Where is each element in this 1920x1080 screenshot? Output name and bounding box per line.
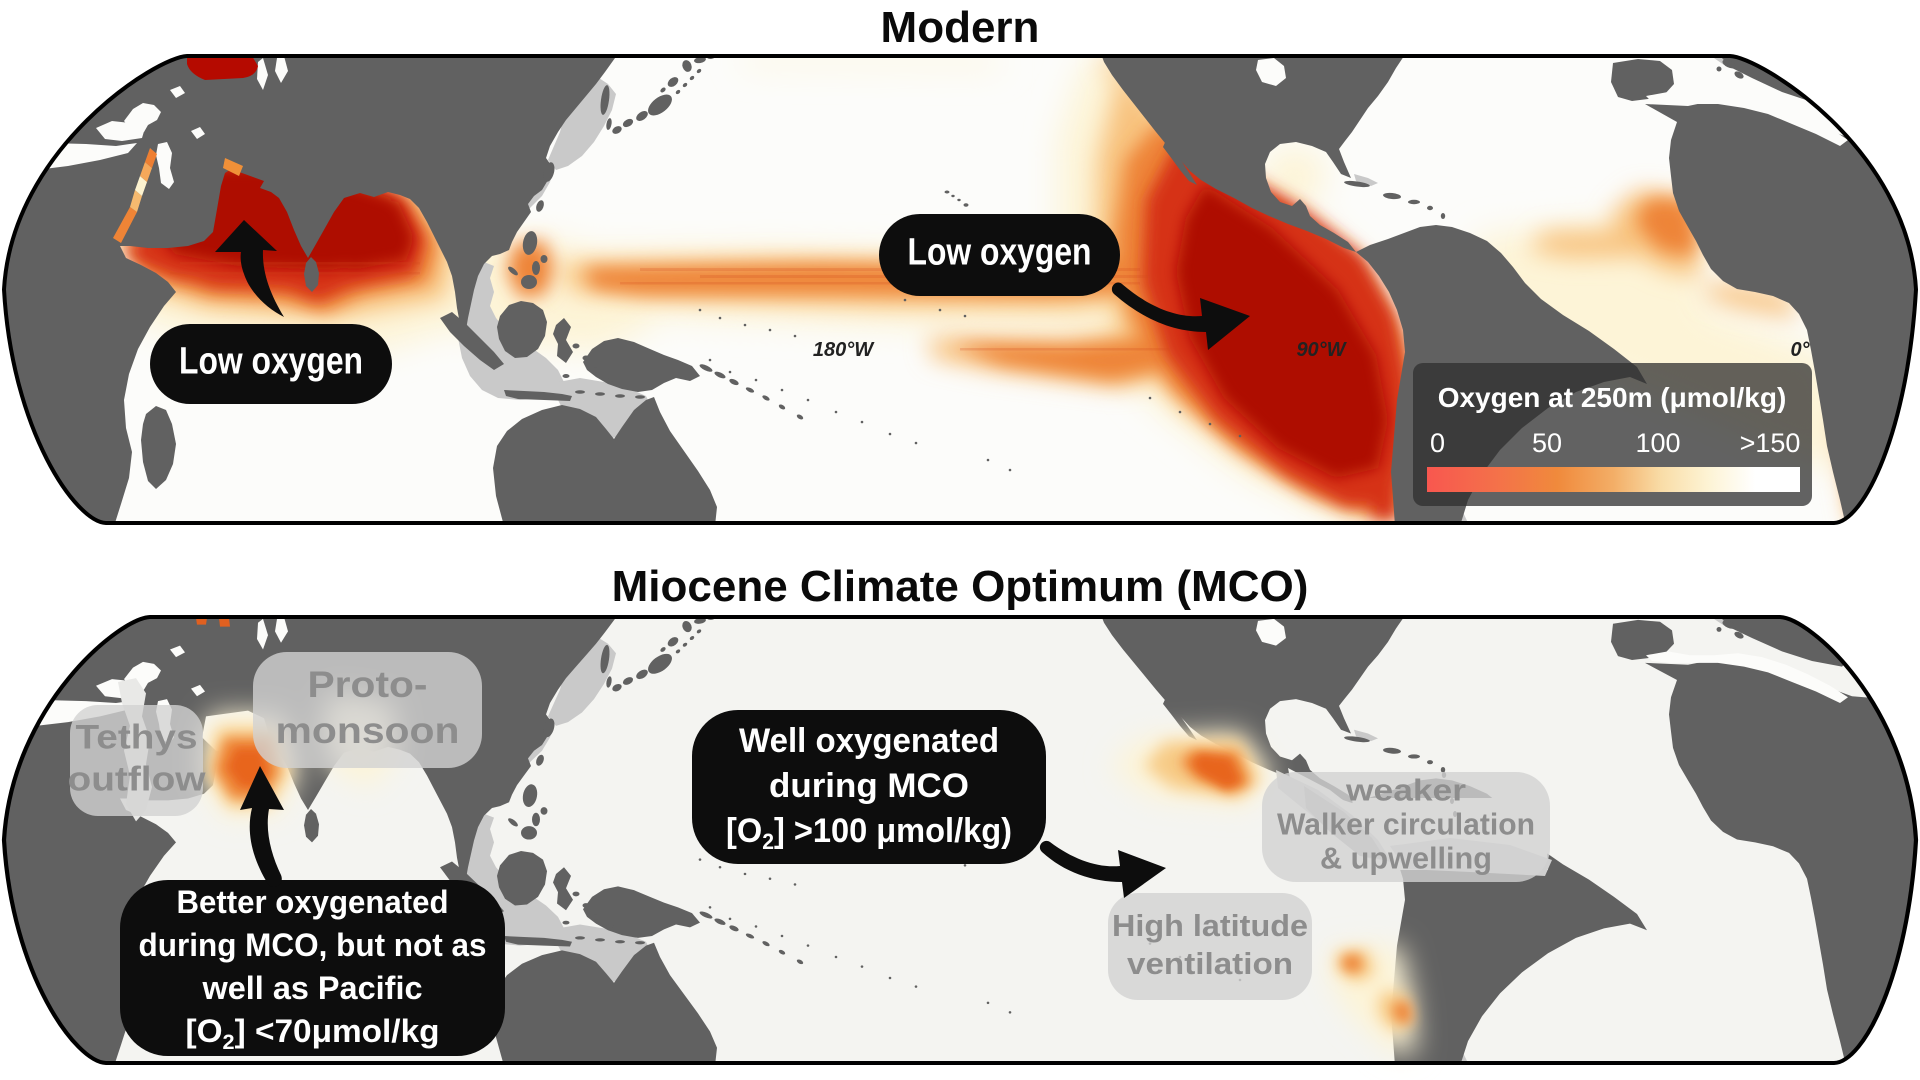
svg-text:during MCO, but not as: during MCO, but not as	[139, 927, 487, 963]
svg-text:Walker circulation: Walker circulation	[1277, 807, 1535, 842]
svg-text:Oxygen at 250m (μmol/kg): Oxygen at 250m (μmol/kg)	[1438, 382, 1787, 413]
svg-text:monsoon: monsoon	[276, 710, 460, 751]
svg-text:Low oxygen: Low oxygen	[179, 341, 363, 383]
svg-text:0°: 0°	[1790, 339, 1810, 361]
svg-text:High latitude: High latitude	[1112, 908, 1308, 943]
svg-text:Better oxygenated: Better oxygenated	[177, 884, 449, 920]
svg-text:0: 0	[1430, 428, 1445, 458]
svg-text:& upwelling: & upwelling	[1320, 841, 1492, 876]
svg-text:during MCO: during MCO	[769, 767, 969, 805]
svg-text:Tethys: Tethys	[76, 719, 198, 757]
svg-text:outflow: outflow	[68, 761, 207, 799]
svg-text:Well oxygenated: Well oxygenated	[739, 722, 999, 760]
svg-text:Miocene Climate Optimum (MCO): Miocene Climate Optimum (MCO)	[612, 562, 1309, 611]
svg-text:90°W: 90°W	[1296, 339, 1347, 361]
svg-text:100: 100	[1635, 428, 1680, 458]
svg-text:>150: >150	[1740, 428, 1801, 458]
svg-text:Modern: Modern	[881, 3, 1040, 52]
svg-text:weaker: weaker	[1345, 773, 1466, 808]
svg-text:Low oxygen: Low oxygen	[908, 232, 1092, 274]
svg-text:ventilation: ventilation	[1127, 946, 1293, 981]
svg-text:50: 50	[1532, 428, 1562, 458]
svg-text:Proto-: Proto-	[308, 664, 428, 705]
svg-text:[O2] >100 μmol/kg): [O2] >100 μmol/kg)	[726, 812, 1012, 854]
svg-text:180°W: 180°W	[813, 339, 875, 361]
svg-text:well as Pacific: well as Pacific	[201, 970, 422, 1006]
